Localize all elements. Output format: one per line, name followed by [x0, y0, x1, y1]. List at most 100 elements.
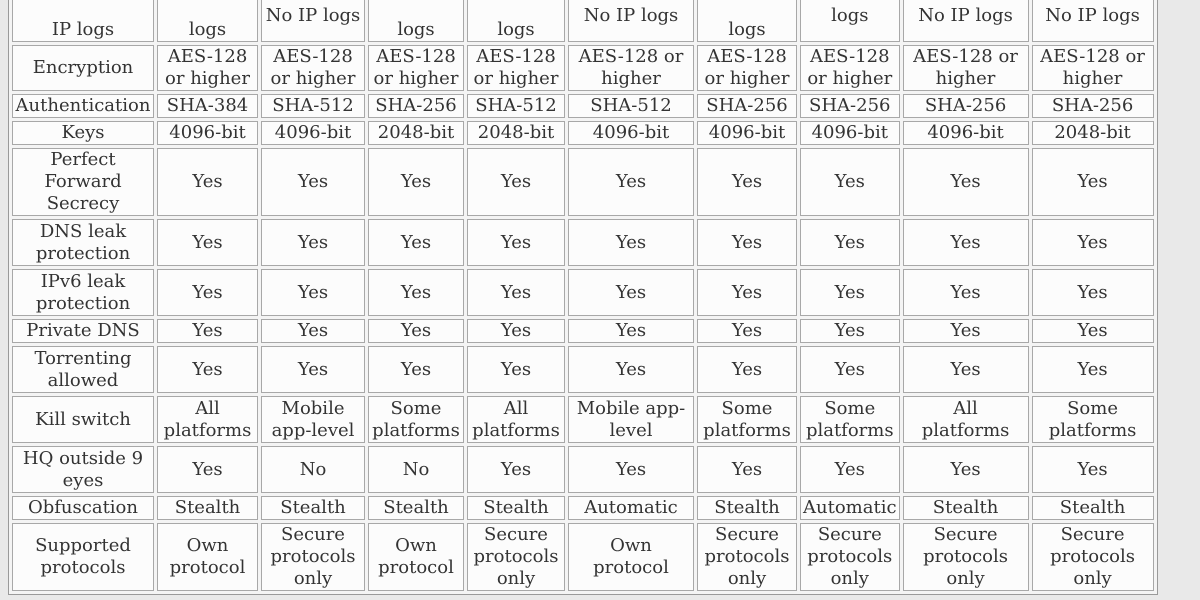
- table-row: DNS leak protection Yes Yes Yes Yes Yes Yes Yes…: [12, 219, 1154, 266]
- table-cell: Yes: [697, 446, 797, 493]
- table-cell: Yes: [467, 446, 565, 493]
- table-cell: Some platforms: [1031, 396, 1154, 443]
- table-cell: Yes: [568, 148, 694, 216]
- table-cell: Yes: [261, 219, 365, 266]
- table-row: Keys 4096-bit 4096-bit 2048-bit 2048-bit 4096…: [12, 121, 1154, 145]
- table-cell: AES-128 or higher: [800, 45, 900, 91]
- row-header: Obfuscation: [12, 496, 154, 520]
- table-row: Perfect Forward Secrecy Yes Yes Yes Yes Yes Ye…: [12, 148, 1154, 216]
- table-cell: Secure protocols only: [467, 523, 565, 591]
- table-cell: Automatic: [568, 496, 694, 520]
- table-cell: AES-128 or higher: [568, 45, 694, 91]
- table-cell: Own protocol: [568, 523, 694, 591]
- table-cell: Yes: [467, 148, 565, 216]
- table-row: Authentication SHA-384 SHA-512 SHA-256 SHA-5…: [12, 94, 1154, 118]
- table-cell: Yes: [568, 219, 694, 266]
- table-cell: No IP logs: [568, 0, 694, 42]
- table-cell: All platforms: [902, 396, 1029, 443]
- table-cell: SHA-256: [902, 94, 1029, 118]
- table-cell: Yes: [157, 319, 258, 343]
- table-cell: Stealth: [261, 496, 365, 520]
- table-cell: Yes: [697, 148, 797, 216]
- table-cell: Mobile app- level: [568, 396, 694, 443]
- row-header: DNS leak protection: [12, 219, 154, 266]
- table-cell: 2048-bit: [368, 121, 464, 145]
- table-cell: Yes: [261, 269, 365, 316]
- table-cell: SHA-384: [157, 94, 258, 118]
- table-row: HQ outside 9 eyes Yes No No Yes Yes Yes Yes Yes Y…: [12, 446, 1154, 493]
- table-cell: Yes: [1031, 219, 1154, 266]
- table-cell: Some platforms: [800, 396, 900, 443]
- table-cell: Yes: [157, 219, 258, 266]
- table-cell: Yes: [467, 319, 565, 343]
- row-header: Authentication: [12, 94, 154, 118]
- table-row: IP logs logs No IP logs logs logs No IP logs l…: [12, 0, 1154, 42]
- row-header: Torrenting allowed: [12, 346, 154, 393]
- table-cell: SHA-512: [467, 94, 565, 118]
- table-cell: Yes: [157, 346, 258, 393]
- table-cell: Stealth: [1031, 496, 1154, 520]
- table-cell: No: [261, 446, 365, 493]
- table-cell: Secure protocols only: [261, 523, 365, 591]
- table-cell: Stealth: [157, 496, 258, 520]
- row-header: IP logs: [12, 0, 154, 42]
- table-cell: Yes: [1031, 148, 1154, 216]
- table-cell: Automatic: [800, 496, 900, 520]
- table-cell: 4096-bit: [800, 121, 900, 145]
- table-cell: Yes: [1031, 346, 1154, 393]
- table-cell: AES-128 or higher: [157, 45, 258, 91]
- table-cell: SHA-256: [368, 94, 464, 118]
- row-header: Private DNS: [12, 319, 154, 343]
- table-cell: Yes: [902, 446, 1029, 493]
- table-cell: Own protocol: [368, 523, 464, 591]
- table-row: Kill switch All platforms Mobile app-level…: [12, 396, 1154, 443]
- table-cell: Yes: [1031, 269, 1154, 316]
- table-cell: Yes: [902, 346, 1029, 393]
- table-cell: Yes: [368, 319, 464, 343]
- table-cell: Yes: [261, 148, 365, 216]
- table-cell: Own protocol: [157, 523, 258, 591]
- table-row: Private DNS Yes Yes Yes Yes Yes Yes Yes Yes Yes: [12, 319, 1154, 343]
- table-cell: No IP logs: [261, 0, 365, 42]
- table-cell: Secure protocols only: [697, 523, 797, 591]
- table-cell: Yes: [800, 346, 900, 393]
- table-cell: Yes: [368, 148, 464, 216]
- row-header: Kill switch: [12, 396, 154, 443]
- table-row: Torrenting allowed Yes Yes Yes Yes Yes Yes Yes Y…: [12, 346, 1154, 393]
- table-cell: Yes: [902, 269, 1029, 316]
- table-cell: AES-128 or higher: [1031, 45, 1154, 91]
- table-cell: Yes: [1031, 446, 1154, 493]
- table-cell: AES-128 or higher: [902, 45, 1029, 91]
- table-cell: logs: [368, 0, 464, 42]
- table-cell: Yes: [157, 148, 258, 216]
- table-cell: Yes: [800, 219, 900, 266]
- table-cell: Yes: [800, 319, 900, 343]
- table-cell: SHA-256: [800, 94, 900, 118]
- table-cell: No IP logs: [800, 0, 900, 42]
- table-cell: Yes: [902, 148, 1029, 216]
- row-header: Perfect Forward Secrecy: [12, 148, 154, 216]
- table-cell: SHA-256: [1031, 94, 1154, 118]
- table-cell: Yes: [568, 319, 694, 343]
- table-cell: Yes: [902, 219, 1029, 266]
- table-cell: Yes: [261, 346, 365, 393]
- table-cell: Yes: [157, 269, 258, 316]
- row-header: Keys: [12, 121, 154, 145]
- table-cell: 2048-bit: [1031, 121, 1154, 145]
- table-cell: AES-128 or higher: [697, 45, 797, 91]
- table-cell: SHA-512: [261, 94, 365, 118]
- table-cell: Yes: [157, 446, 258, 493]
- table-cell: 4096-bit: [568, 121, 694, 145]
- table-cell: Yes: [1031, 319, 1154, 343]
- table-cell: 4096-bit: [157, 121, 258, 145]
- table-cell: SHA-512: [568, 94, 694, 118]
- table-cell: logs: [157, 0, 258, 42]
- table-cell: logs: [697, 0, 797, 42]
- table-cell: Some platforms: [368, 396, 464, 443]
- table-cell: Yes: [697, 319, 797, 343]
- table-cell: Yes: [467, 219, 565, 266]
- table-cell: Yes: [697, 219, 797, 266]
- row-header: Encryption: [12, 45, 154, 91]
- table-cell: Yes: [697, 269, 797, 316]
- table-cell: All platforms: [157, 396, 258, 443]
